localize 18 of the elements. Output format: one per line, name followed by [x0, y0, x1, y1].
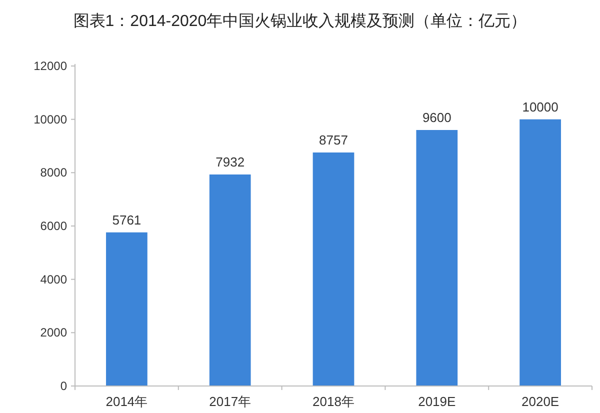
y-tick-label: 0 [60, 379, 68, 393]
data-label: 8757 [319, 132, 348, 148]
y-tick-label: 8000 [40, 166, 68, 180]
y-tick-label: 12000 [34, 59, 68, 73]
y-tick-label: 6000 [40, 219, 68, 233]
x-tick-label: 2014年 [106, 394, 148, 409]
title: 图表1：2014-2020年中国火锅业收入规模及预测（单位：亿元） [73, 13, 527, 30]
data-label: 5761 [112, 212, 142, 228]
data-label: 10000 [522, 99, 558, 114]
x-tick-label: 2017年 [209, 394, 252, 409]
y-tick-label: 2000 [40, 326, 68, 340]
data-label: 7932 [216, 154, 245, 170]
x-tick-label: 2018年 [312, 394, 354, 409]
y-tick-label: 10000 [34, 112, 68, 126]
data-label: 9600 [422, 110, 452, 125]
x-tick-label: 2019E [418, 394, 456, 409]
y-tick-label: 4000 [40, 272, 68, 286]
x-tick-label: 2020E [522, 394, 560, 409]
